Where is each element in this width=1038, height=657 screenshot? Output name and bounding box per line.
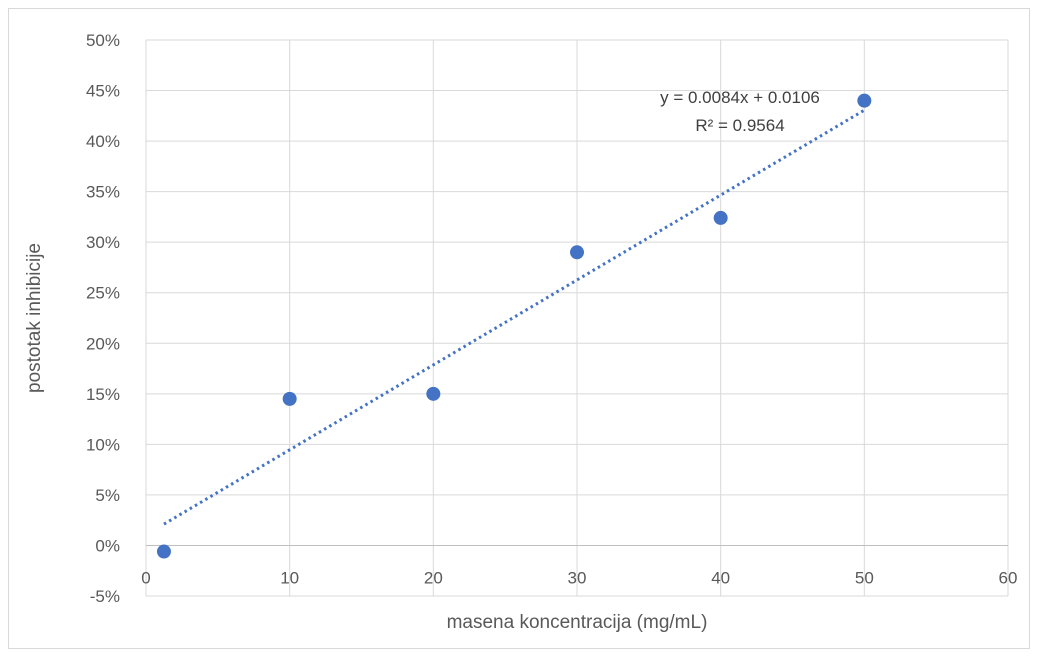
- y-tick-label: 50%: [86, 31, 120, 50]
- trendline-line: [163, 108, 866, 526]
- y-axis-title: postotak inhibicije: [24, 243, 45, 393]
- y-tick-label: 40%: [86, 132, 120, 151]
- data-point: [570, 245, 584, 260]
- x-tick-label: 20: [424, 568, 443, 587]
- x-tick-label: 50: [855, 568, 874, 587]
- y-tick-label: 45%: [86, 82, 120, 101]
- y-tick-label: 10%: [86, 435, 120, 454]
- x-axis-title: masena koncentracija (mg/mL): [447, 612, 708, 633]
- y-tick-label: 0%: [95, 536, 120, 555]
- trendline: [163, 108, 866, 526]
- x-tick-label: 30: [568, 568, 587, 587]
- y-tick-label: 35%: [86, 183, 120, 202]
- y-tick-label: 5%: [95, 486, 120, 505]
- trendline-r-squared: R² = 0.9564: [695, 116, 784, 135]
- data-point: [282, 391, 297, 406]
- y-tick-label: 15%: [86, 385, 120, 404]
- trendline-equation: y = 0.0084x + 0.0106: [660, 88, 820, 107]
- data-point: [156, 544, 171, 559]
- y-tick-label: 20%: [86, 334, 120, 353]
- chart-area: [8, 8, 1030, 649]
- data-points: [156, 93, 872, 559]
- y-tick-label: 25%: [86, 284, 120, 303]
- data-point: [857, 93, 872, 108]
- data-point: [426, 386, 441, 401]
- gridlines: [145, 39, 1009, 597]
- y-tick-label: -5%: [90, 587, 120, 606]
- x-tick-label: 40: [711, 568, 730, 587]
- x-tick-label: 10: [280, 568, 299, 587]
- x-tick-label: 60: [999, 568, 1018, 587]
- y-tick-label: 30%: [86, 233, 120, 252]
- y-axis-tick-labels: -5% 0% 5% 10% 15% 20% 25% 30% 35% 40% 45% 50%: [86, 31, 120, 606]
- data-point: [713, 210, 728, 225]
- x-axis-tick-labels: 0 10 20 30 40 50 60: [141, 568, 1017, 587]
- x-tick-label: 0: [141, 568, 150, 587]
